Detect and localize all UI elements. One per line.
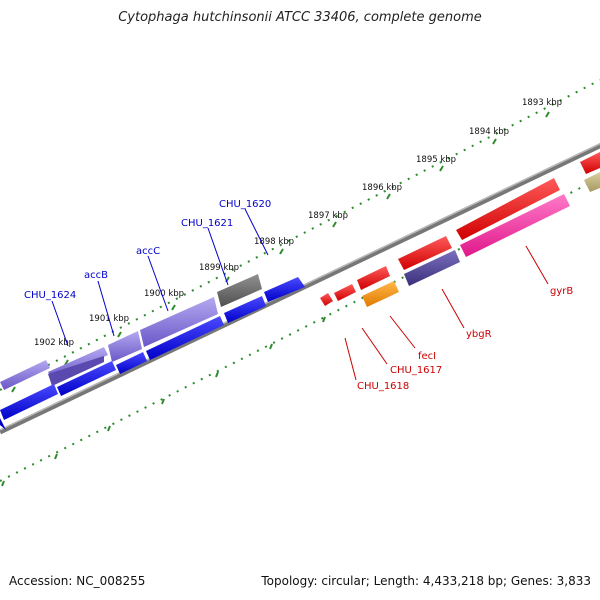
- reverse-gene-labels: gyrB ybgR fecI CHU_1617 CHU_1618: [344, 245, 573, 392]
- scale-label: 1895 kbp: [416, 155, 456, 165]
- scale-label: 1898 kbp: [254, 237, 294, 247]
- gene-purple: [140, 297, 218, 347]
- gene-red: [456, 178, 560, 240]
- scale-label: 1897 kbp: [308, 211, 348, 221]
- scale-label: 1902 kbp: [34, 338, 74, 348]
- gene-label: CHU_1621: [181, 218, 233, 229]
- gene-label: gyrB: [550, 286, 573, 297]
- gene-purple: [108, 331, 142, 362]
- gene-label: accB: [84, 270, 108, 281]
- gene-label: CHU_1624: [24, 290, 76, 301]
- gene-purple: [0, 360, 50, 390]
- gene-red: [357, 266, 390, 290]
- gene-pink: [460, 194, 570, 257]
- gene-purple: [48, 356, 104, 386]
- gene-red: [580, 152, 600, 174]
- gene-red: [398, 236, 452, 270]
- gene-orange: [362, 281, 399, 307]
- gene-blue: [146, 316, 224, 360]
- gene-blue: [0, 418, 6, 430]
- genome-info-text: Topology: circular; Length: 4,433,218 bp…: [261, 574, 591, 588]
- gene-label: CHU_1618: [357, 381, 409, 392]
- gene-blue: [264, 277, 305, 302]
- accession-text: Accession: NC_008255: [9, 574, 146, 588]
- genome-backbone: [0, 142, 600, 435]
- gene-label: CHU_1620: [219, 199, 271, 210]
- gene-blue: [57, 361, 116, 396]
- scale-label: 1896 kbp: [362, 183, 402, 193]
- gene-blue: [0, 384, 58, 420]
- gene-olive: [584, 172, 600, 192]
- gene-label: fecI: [418, 351, 436, 362]
- outer-major-ticks: [11, 111, 550, 393]
- gene-blue: [116, 352, 147, 374]
- gene-label: CHU_1617: [390, 365, 442, 376]
- forward-gene-labels: CHU_1624 accB accC CHU_1621 CHU_1620: [24, 199, 271, 347]
- scale-label: 1900 kbp: [144, 289, 184, 299]
- gene-red: [334, 284, 356, 301]
- gene-blue: [224, 296, 266, 323]
- reverse-genes: [320, 152, 600, 307]
- scale-label: 1893 kbp: [522, 98, 562, 108]
- gene-gray: [217, 274, 262, 307]
- gene-navy: [404, 250, 460, 286]
- forward-genes: [0, 274, 305, 430]
- scale-label: 1899 kbp: [199, 263, 239, 273]
- gene-red: [320, 293, 333, 306]
- scale-label: 1894 kbp: [469, 127, 509, 137]
- map-title: Cytophaga hutchinsonii ATCC 33406, compl…: [118, 10, 482, 25]
- gene-label: ybgR: [466, 329, 492, 340]
- gene-label: accC: [136, 246, 160, 257]
